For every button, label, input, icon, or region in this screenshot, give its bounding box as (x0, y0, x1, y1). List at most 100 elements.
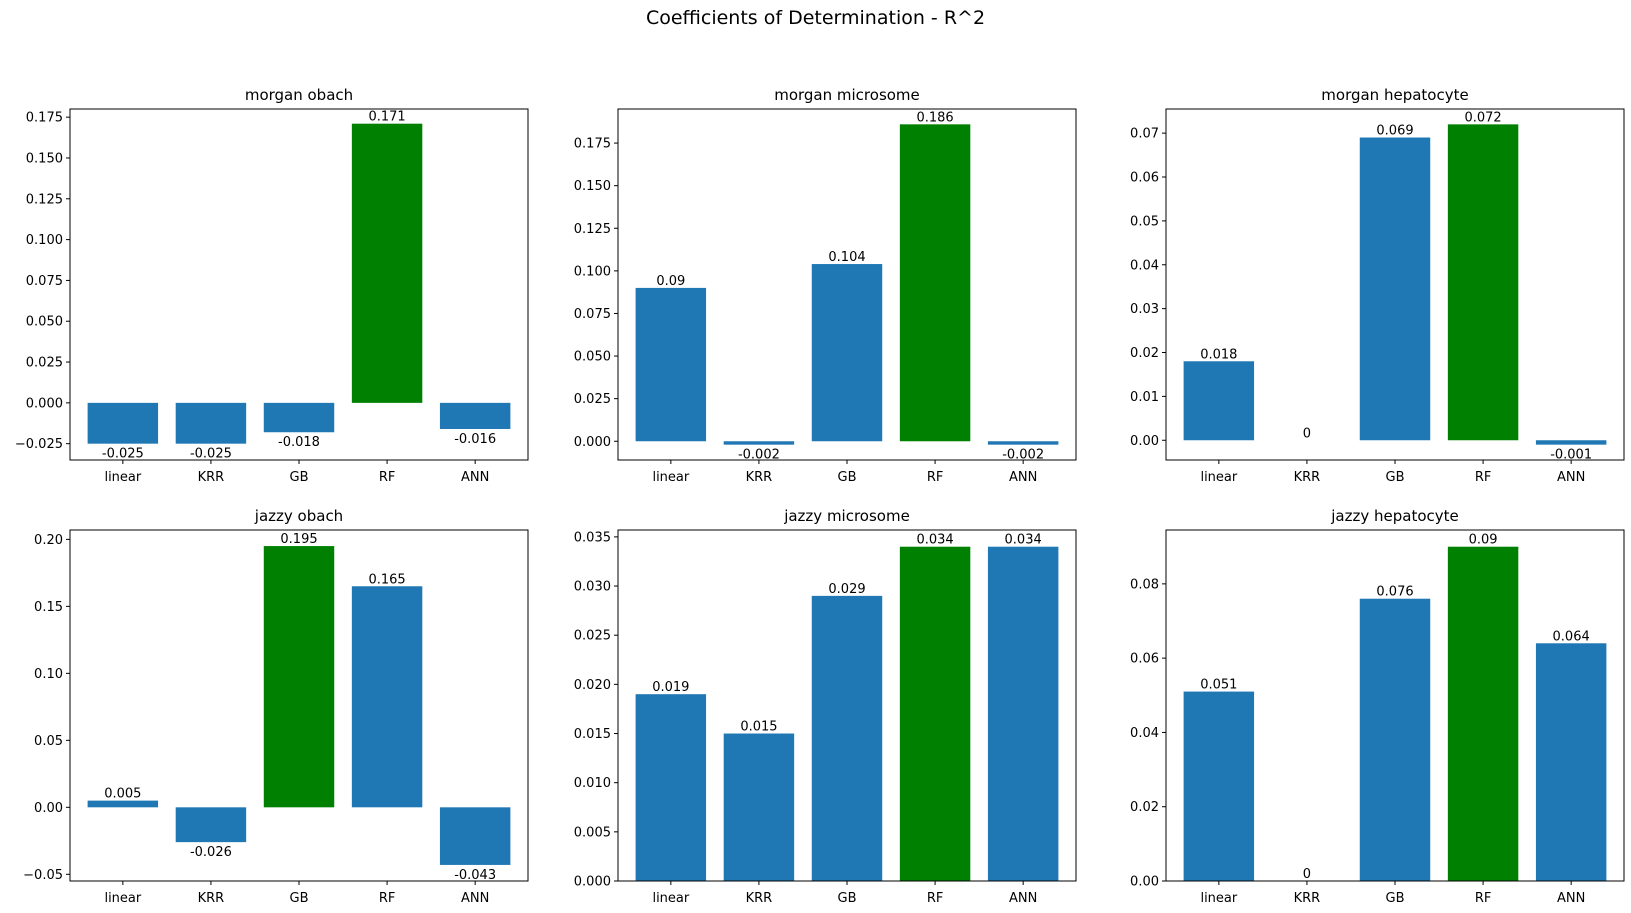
data-label: 0.076 (1376, 585, 1413, 600)
x-tick-label: ANN (1009, 470, 1037, 485)
y-tick-label: 0.025 (574, 392, 611, 407)
y-tick-label: 0.00 (1130, 875, 1159, 890)
subplot-title: jazzy obach (254, 507, 343, 525)
data-label: 0.104 (828, 250, 865, 265)
bar (1183, 691, 1255, 881)
x-tick-label: KRR (1294, 470, 1321, 485)
axes-frame (617, 108, 1077, 461)
y-tick-label: 0.00 (1130, 434, 1159, 449)
y-tick-label: 0.06 (1130, 171, 1159, 186)
data-label: 0.171 (368, 110, 405, 125)
subplot-title: morgan hepatocyte (1321, 86, 1468, 104)
x-tick-label: linear (104, 891, 141, 906)
x-tick-label: KRR (746, 891, 773, 906)
y-tick-label: 0.100 (26, 233, 63, 248)
axes-frame (69, 108, 529, 461)
y-tick-label: 0.08 (1130, 577, 1159, 592)
bar (811, 264, 883, 442)
y-tick-label: 0.04 (1130, 726, 1159, 741)
x-tick-label: RF (379, 891, 396, 906)
subplot: morgan microsome 0.09 linear -0.002 KRR 0.104… (574, 86, 1077, 485)
x-tick-label: GB (290, 891, 309, 906)
y-tick-label: 0.02 (1130, 346, 1159, 361)
x-tick-label: GB (838, 891, 857, 906)
y-tick-label: 0.075 (26, 274, 63, 289)
y-tick-label: 0.000 (574, 435, 611, 450)
y-tick-label: 0.150 (26, 151, 63, 166)
data-label: -0.002 (738, 448, 780, 463)
data-label: 0.09 (656, 274, 685, 289)
x-tick-label: linear (1200, 470, 1237, 485)
x-tick-label: linear (104, 470, 141, 485)
y-tick-label: 0.005 (574, 825, 611, 840)
x-tick-label: linear (652, 470, 689, 485)
bar (87, 800, 159, 808)
x-tick-label: ANN (1557, 891, 1585, 906)
x-tick-label: KRR (746, 470, 773, 485)
y-tick-label: 0.175 (26, 111, 63, 126)
x-tick-label: KRR (1294, 891, 1321, 906)
data-label: 0.034 (1005, 533, 1042, 548)
data-label: -0.026 (190, 845, 232, 860)
y-tick-label: 0.01 (1130, 390, 1159, 405)
axes-frame (617, 529, 1077, 882)
bar (899, 546, 971, 881)
bar (351, 586, 423, 808)
data-label: 0 (1303, 426, 1311, 441)
x-tick-label: ANN (461, 891, 489, 906)
axes-frame (1165, 529, 1625, 882)
bar (1183, 361, 1255, 441)
y-tick-label: 0.020 (574, 678, 611, 693)
x-tick-label: KRR (198, 891, 225, 906)
data-label: 0.069 (1376, 124, 1413, 139)
y-tick-label: 0.05 (1130, 214, 1159, 229)
subplot: jazzy obach 0.005 linear -0.026 KRR 0.195 GB 0.… (23, 507, 529, 906)
subplot: jazzy microsome 0.019 linear 0.015 KRR 0.029 G… (574, 507, 1077, 906)
y-tick-label: 0.100 (574, 264, 611, 279)
x-tick-label: RF (1475, 470, 1492, 485)
subplot-title: morgan obach (245, 86, 353, 104)
data-label: 0.186 (916, 110, 953, 125)
y-tick-label: 0.20 (34, 533, 63, 548)
y-tick-label: 0.050 (26, 315, 63, 330)
data-label: 0.064 (1553, 629, 1590, 644)
y-tick-label: 0.125 (574, 222, 611, 237)
data-label: 0.015 (740, 720, 777, 735)
y-tick-label: 0.000 (26, 396, 63, 411)
data-label: 0.018 (1200, 347, 1237, 362)
bar (723, 441, 795, 445)
x-tick-label: RF (1475, 891, 1492, 906)
y-tick-label: 0.125 (26, 192, 63, 207)
y-tick-label: 0.00 (34, 801, 63, 816)
y-tick-label: 0.000 (574, 875, 611, 890)
y-tick-label: 0.05 (34, 734, 63, 749)
subplot: morgan obach -0.025 linear -0.025 KRR -0.018 G… (15, 86, 529, 485)
bar (1359, 137, 1431, 441)
data-label: -0.016 (454, 432, 496, 447)
figure-title: Coefficients of Determination - R^2 (645, 7, 986, 29)
y-tick-label: 0.06 (1130, 652, 1159, 667)
bar (1535, 643, 1607, 881)
bar (175, 402, 247, 444)
y-tick-label: 0.010 (574, 776, 611, 791)
bar (175, 807, 247, 843)
bar (1535, 440, 1607, 445)
x-tick-label: RF (927, 470, 944, 485)
x-tick-label: GB (1386, 891, 1405, 906)
data-label: -0.025 (190, 447, 232, 462)
y-tick-label: 0.10 (34, 667, 63, 682)
bar (635, 694, 707, 881)
bar (899, 124, 971, 442)
y-tick-label: 0.07 (1130, 127, 1159, 142)
bar (1447, 546, 1519, 881)
bar (1359, 598, 1431, 881)
y-tick-label: 0.015 (574, 727, 611, 742)
x-tick-label: GB (1386, 470, 1405, 485)
data-label: -0.001 (1550, 448, 1592, 463)
data-label: 0.029 (828, 582, 865, 597)
y-tick-label: −0.025 (15, 437, 63, 452)
bar (723, 733, 795, 881)
data-label: 0.019 (652, 680, 689, 695)
x-tick-label: ANN (1557, 470, 1585, 485)
x-tick-label: KRR (198, 470, 225, 485)
